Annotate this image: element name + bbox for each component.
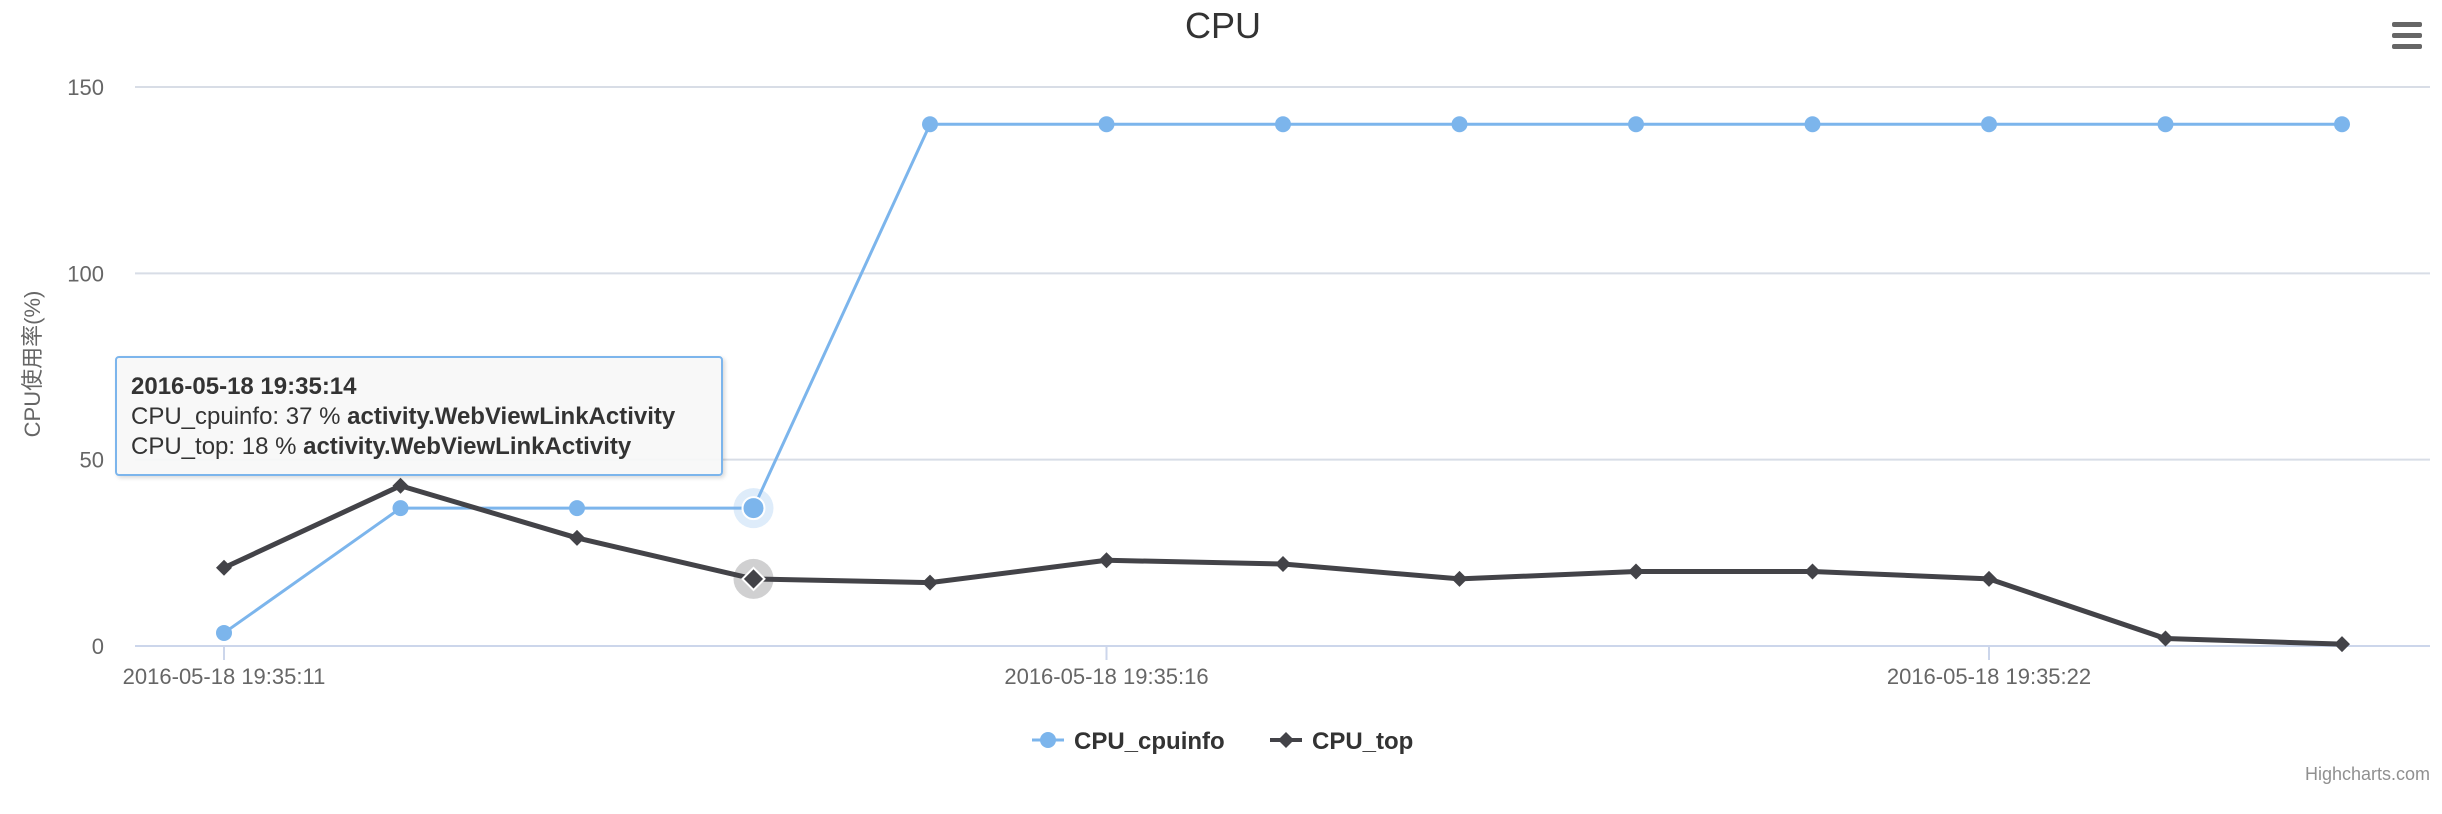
tooltip-line-top: CPU_top: 18 % activity.WebViewLinkActivi… <box>131 432 707 462</box>
series-CPU_top <box>216 477 2350 653</box>
series-layer <box>216 116 2350 653</box>
point-CPU_top-8[interactable] <box>1628 563 1644 580</box>
hover-tooltip: 2016-05-18 19:35:14 CPU_cpuinfo: 37 % ac… <box>115 356 723 476</box>
point-CPU_cpuinfo-8[interactable] <box>1628 116 1644 133</box>
y-tick-label-50: 50 <box>80 448 104 473</box>
point-CPU_top-9[interactable] <box>1804 563 1821 580</box>
point-CPU_cpuinfo-9[interactable] <box>1804 116 1821 133</box>
y-tick-label-100: 100 <box>67 261 104 286</box>
point-CPU_top-11[interactable] <box>2157 630 2174 647</box>
point-CPU_top-12[interactable] <box>2334 636 2350 653</box>
legend-marker-CPU_top <box>1278 732 1294 748</box>
legend-label-CPU_cpuinfo: CPU_cpuinfo <box>1074 728 1225 755</box>
y-axis-title: CPU使用率(%) <box>20 291 45 438</box>
hamburger-menu-icon[interactable] <box>2386 18 2426 54</box>
y-tick-label-0: 0 <box>92 634 104 659</box>
tooltip-top-activity: activity.WebViewLinkActivity <box>303 433 632 460</box>
y-axis-ticks: 0 50 100 150 <box>67 75 104 659</box>
x-tick-label-1: 2016-05-18 19:35:16 <box>1004 664 1208 689</box>
point-CPU_top-10[interactable] <box>1981 570 1997 587</box>
legend-label-CPU_top: CPU_top <box>1312 728 1413 755</box>
point-CPU_cpuinfo-6[interactable] <box>1275 116 1291 133</box>
point-CPU_cpuinfo-1[interactable] <box>392 500 409 517</box>
legend-marker-CPU_cpuinfo <box>1040 732 1056 748</box>
credits-link[interactable]: Highcharts.com <box>2304 764 2430 784</box>
point-CPU_top-3[interactable] <box>741 566 766 592</box>
tooltip-title: 2016-05-18 19:35:14 <box>131 373 357 400</box>
point-CPU_cpuinfo-12[interactable] <box>2334 116 2350 133</box>
legend-item-CPU_top[interactable]: CPU_top <box>1270 728 1413 755</box>
point-CPU_top-1[interactable] <box>392 477 409 494</box>
chart-legend: CPU_cpuinfo CPU_top <box>1032 728 1413 755</box>
legend-item-CPU_cpuinfo[interactable]: CPU_cpuinfo <box>1032 728 1225 755</box>
x-axis: 2016-05-18 19:35:11 2016-05-18 19:35:16 20… <box>123 645 2430 689</box>
point-CPU_cpuinfo-2[interactable] <box>569 500 585 517</box>
x-tick-label-0: 2016-05-18 19:35:11 <box>123 664 326 689</box>
chart-title: CPU <box>1185 5 1261 46</box>
point-CPU_cpuinfo-10[interactable] <box>1981 116 1997 133</box>
point-CPU_top-0[interactable] <box>216 559 232 576</box>
point-CPU_top-4[interactable] <box>922 574 938 591</box>
point-CPU_top-7[interactable] <box>1451 570 1468 587</box>
point-CPU_cpuinfo-7[interactable] <box>1451 116 1468 133</box>
point-CPU_cpuinfo-0[interactable] <box>216 624 232 641</box>
point-CPU_cpuinfo-3[interactable] <box>741 496 766 521</box>
series-CPU_cpuinfo <box>216 116 2350 641</box>
tooltip-cpuinfo-value: CPU_cpuinfo: 37 % <box>131 403 348 430</box>
point-CPU_cpuinfo-4[interactable] <box>922 116 938 133</box>
point-CPU_cpuinfo-5[interactable] <box>1098 116 1115 133</box>
tooltip-top-value: CPU_top: 18 % <box>131 433 304 460</box>
x-tick-label-2: 2016-05-18 19:35:22 <box>1887 664 2091 689</box>
tooltip-line-cpuinfo: CPU_cpuinfo: 37 % activity.WebViewLinkAc… <box>131 402 707 432</box>
point-CPU_cpuinfo-11[interactable] <box>2157 116 2174 133</box>
point-CPU_top-6[interactable] <box>1275 556 1291 573</box>
tooltip-cpuinfo-activity: activity.WebViewLinkActivity <box>347 403 676 430</box>
y-tick-label-150: 150 <box>67 75 104 100</box>
point-CPU_top-5[interactable] <box>1098 552 1115 569</box>
point-CPU_top-2[interactable] <box>569 529 585 546</box>
